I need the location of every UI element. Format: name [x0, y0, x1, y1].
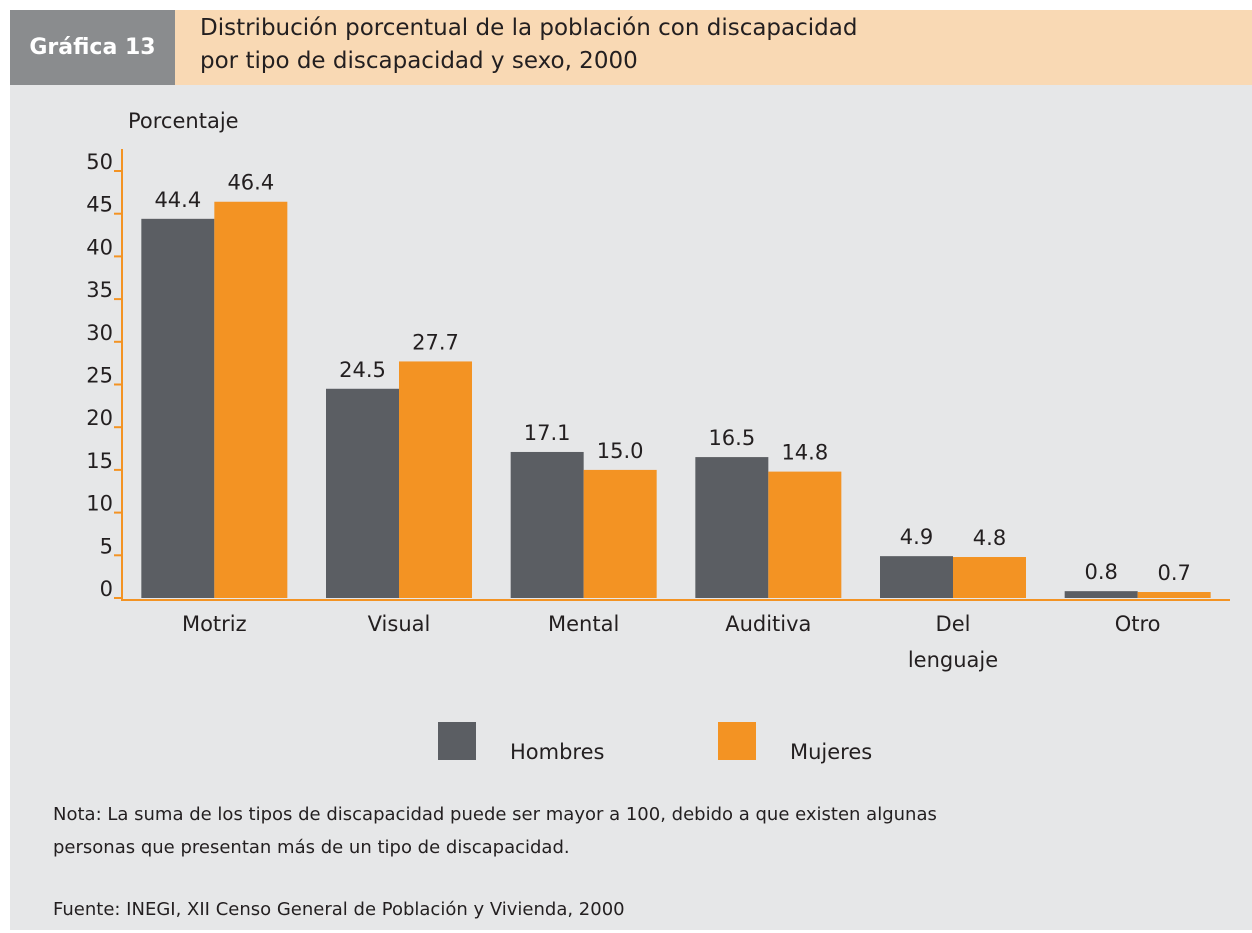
y-tick-label: 20 — [86, 406, 113, 430]
y-tick-label: 10 — [86, 492, 113, 516]
y-tick-label: 50 — [86, 150, 113, 174]
legend-swatch — [718, 722, 756, 760]
value-label: 0.7 — [1157, 561, 1190, 585]
legend-label: Hombres — [510, 740, 604, 764]
bar — [214, 201, 288, 598]
chart-title: Distribución porcentual de la población … — [200, 15, 858, 74]
y-tick-label: 40 — [86, 235, 113, 259]
bar — [583, 469, 657, 598]
bar — [326, 388, 399, 598]
value-label: 4.9 — [900, 525, 933, 549]
bar — [880, 556, 953, 598]
x-tick-label: Del lenguaje — [907, 612, 999, 672]
bar — [953, 557, 1026, 598]
bar — [695, 457, 769, 598]
x-tick-label: Mental — [548, 612, 620, 636]
x-tick-label: Visual — [367, 612, 431, 636]
x-tick-label: Otro — [1114, 612, 1161, 636]
source: Fuente: INEGI, XII Censo General de Pobl… — [53, 899, 625, 920]
value-label: 14.8 — [781, 441, 828, 465]
value-label: 0.8 — [1084, 560, 1117, 584]
bar — [1137, 592, 1211, 598]
value-label: 27.7 — [412, 330, 459, 354]
bar — [510, 451, 584, 598]
value-label: 44.4 — [154, 188, 201, 212]
y-tick-label: 25 — [86, 364, 113, 388]
value-label: 46.4 — [227, 171, 274, 195]
title-band — [175, 10, 1252, 85]
value-label: 15.0 — [597, 439, 644, 463]
value-label: 24.5 — [339, 358, 386, 382]
bar — [1064, 591, 1138, 598]
y-tick-label: 35 — [86, 278, 113, 302]
note: Nota: La suma de los tipos de discapacid… — [53, 804, 937, 858]
y-tick-label: 45 — [86, 193, 113, 217]
bar — [399, 361, 472, 598]
value-label: 17.1 — [524, 421, 571, 445]
y-tick-label: 5 — [100, 534, 113, 558]
y-tick-label: 30 — [86, 321, 113, 345]
figure-label: Gráfica 13 — [10, 10, 175, 85]
y-axis-label: Porcentaje — [128, 109, 239, 133]
legend-swatch — [438, 722, 476, 760]
y-tick-label: 15 — [86, 449, 113, 473]
bar — [141, 218, 215, 598]
bar — [768, 471, 842, 598]
value-label: 4.8 — [973, 526, 1006, 550]
y-tick-label: 0 — [100, 577, 113, 601]
x-tick-label: Motriz — [181, 612, 247, 636]
x-tick-label: Auditiva — [725, 612, 812, 636]
value-label: 16.5 — [708, 426, 755, 450]
legend-label: Mujeres — [790, 740, 872, 764]
